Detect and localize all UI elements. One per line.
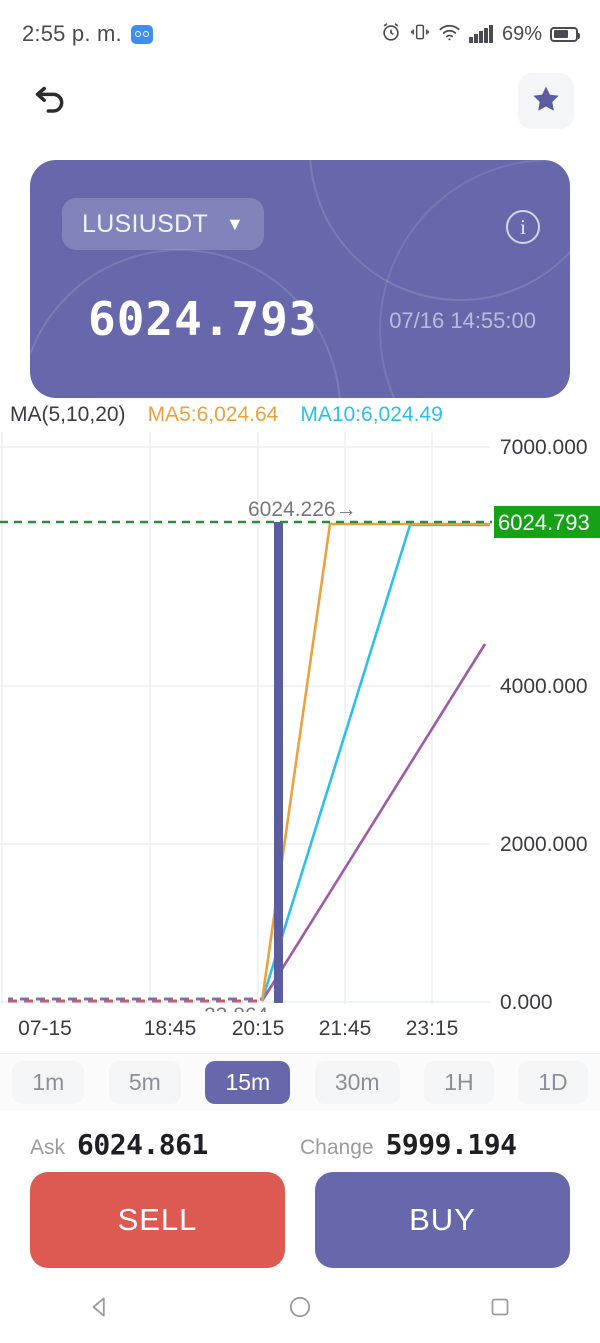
vibrate-icon [410,21,430,48]
ytick-0: 0.000 [500,991,553,1012]
ma10-value: MA10:6,024.49 [300,403,443,426]
xtick-3: 21:45 [318,1017,372,1040]
card-decoration [30,160,570,398]
timeframe-30m[interactable]: 30m [314,1061,400,1104]
status-bar-right: 69% [380,21,580,48]
status-bar: 2:55 p. m. 69% [0,0,600,68]
signal-icon [469,25,493,43]
current-price-badge-label: 6024.793 [498,510,590,535]
xtick-0: 07-15 [18,1017,72,1040]
current-price-badge [494,506,600,538]
buy-button[interactable]: BUY [315,1172,570,1268]
action-buttons: SELL BUY [0,1172,600,1268]
battery-percent: 69% [501,22,542,45]
price-chart[interactable]: 6024.226→ 23.864→ 7000.000 4000.000 2000… [0,432,600,1012]
change-label: Change [300,1136,374,1159]
timeframe-5m[interactable]: 5m [108,1061,181,1104]
ma-legend: MA(5,10,20) MA5:6,024.64 MA10:6,024.49 [10,402,590,428]
android-recents-button[interactable] [465,1282,535,1332]
timeframe-1d[interactable]: 1D [518,1061,588,1104]
xtick-1: 18:45 [143,1017,197,1040]
timeframe-15m[interactable]: 15m [205,1061,291,1104]
battery-icon [550,26,580,42]
timeframe-1m[interactable]: 1m [12,1061,85,1104]
low-marker-label: 23.864→ [204,1004,289,1012]
grid-vertical [1,432,433,1004]
ask-value: 6024.861 [77,1128,208,1161]
wifi-icon [438,22,461,47]
ask-label: Ask [30,1136,66,1159]
android-nav-bar [0,1271,600,1343]
sell-button[interactable]: SELL [30,1172,285,1268]
status-time: 2:55 p. m. [22,21,122,46]
chart-canvas: 6024.226→ 23.864→ 7000.000 4000.000 2000… [0,432,600,1012]
chart-x-axis: 07-15 18:45 20:15 21:45 23:15 [0,1013,600,1047]
price-timestamp: 07/16 14:55:00 [389,308,536,333]
ask-quote: Ask 6024.861 [30,1128,208,1161]
alarm-icon [380,21,402,48]
android-home-button[interactable] [265,1282,335,1332]
candle-bar [274,522,283,1003]
android-back-button[interactable] [65,1282,135,1332]
ma-settings-label[interactable]: MA(5,10,20) [10,403,126,426]
baseline-series [8,997,262,1003]
voicemail-icon [130,24,153,44]
favorite-button[interactable] [518,73,574,129]
grid-horizontal [0,446,490,1003]
quote-strip: Ask 6024.861 Change 5999.194 [0,1120,600,1170]
price-card: LUSIUSDT ▼ i 6024.793 07/16 14:55:00 [30,160,570,398]
info-glyph: i [520,214,526,239]
top-nav-bar [0,62,600,140]
star-icon [530,83,562,120]
xtick-4: 23:15 [405,1017,459,1040]
symbol-selector[interactable]: LUSIUSDT ▼ [62,198,264,250]
timeframe-1h[interactable]: 1H [424,1061,494,1104]
current-price: 6024.793 [88,292,318,346]
chevron-down-icon: ▼ [226,214,244,234]
symbol-label: LUSIUSDT [82,209,209,238]
xtick-2: 20:15 [231,1017,285,1040]
ma20-line [260,643,487,1002]
ma5-value: MA5:6,024.64 [147,403,279,426]
ytick-4000: 4000.000 [500,675,588,698]
change-quote: Change 5999.194 [300,1128,517,1161]
timeframe-selector: 1m 5m 15m 30m 1H 1D [0,1053,600,1111]
ytick-2000: 2000.000 [500,833,588,856]
info-icon[interactable]: i [506,210,540,244]
back-button[interactable] [26,77,74,125]
change-value: 5999.194 [385,1128,517,1161]
status-bar-left: 2:55 p. m. [22,21,153,47]
high-marker-label: 6024.226→ [248,498,357,521]
ma5-line [260,522,490,1002]
ytick-7000: 7000.000 [500,436,588,459]
